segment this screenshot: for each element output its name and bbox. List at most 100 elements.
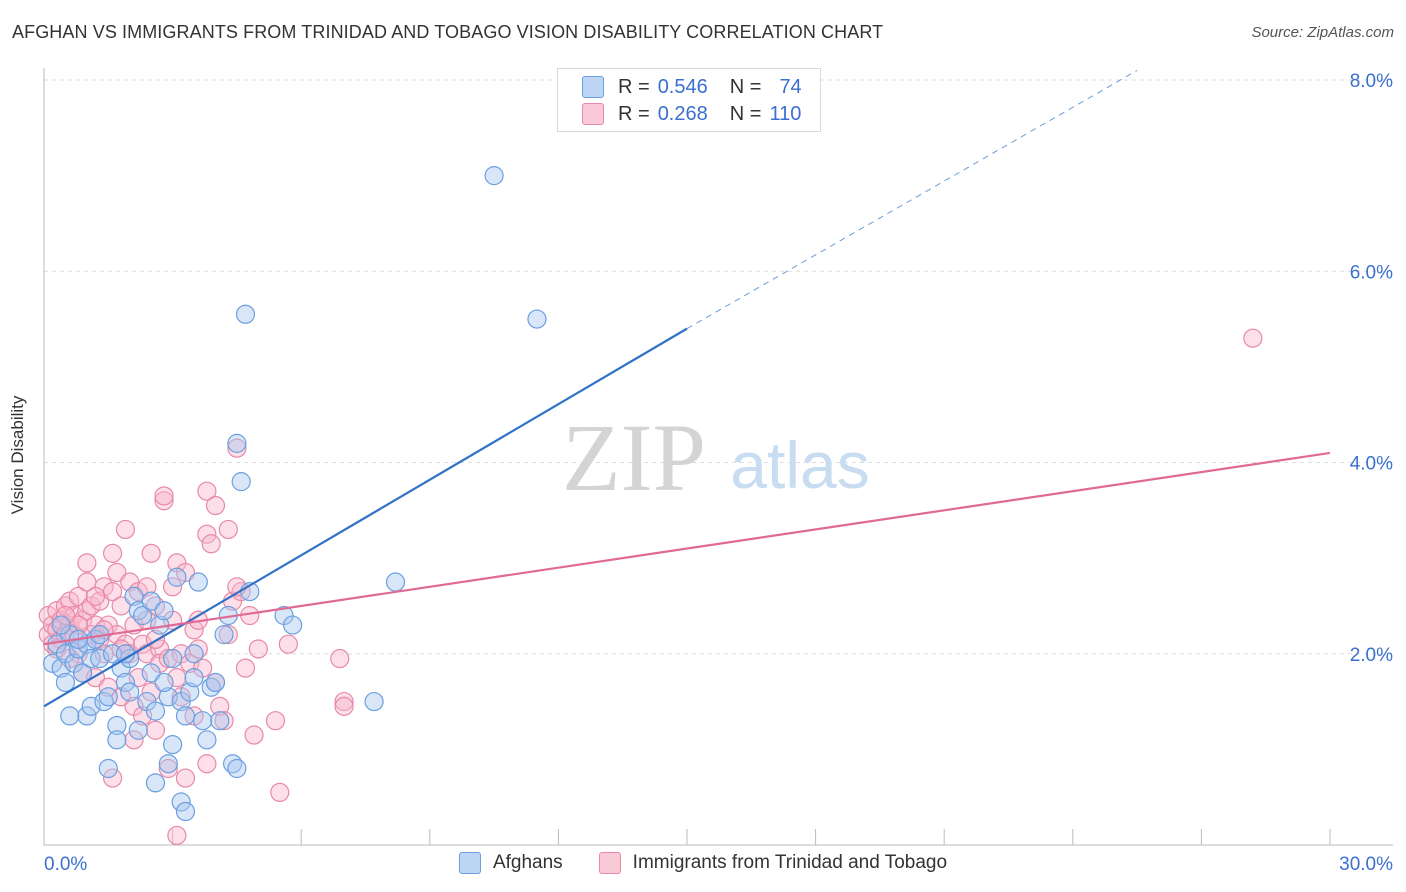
watermark: ZIP atlas xyxy=(562,404,870,511)
source-label: Source: ZipAtlas.com xyxy=(1251,24,1394,41)
trinidad-point-56 xyxy=(158,648,178,669)
trinidad-point-98 xyxy=(175,768,196,788)
y-tick-label-1: 4.0% xyxy=(1350,454,1393,475)
afghans-point-56 xyxy=(364,691,384,712)
watermark-zip: ZIP xyxy=(562,404,706,511)
afghans-point-55 xyxy=(283,615,303,635)
afghans-point-62 xyxy=(145,773,166,793)
afghans-point-13 xyxy=(81,696,101,716)
trinidad-point-46 xyxy=(137,577,157,597)
x-tick-labels: 0.0% 30.0% xyxy=(44,854,1393,875)
legend-row-trinidad: R = 0.268 N = 110 xyxy=(582,102,801,126)
afghans-point-28 xyxy=(141,591,161,611)
legend-r-value: 0.268 xyxy=(657,102,708,125)
afghans-point-40 xyxy=(184,668,204,688)
trinidad-point-109 xyxy=(1243,328,1263,348)
trinidad-point-75 xyxy=(214,711,234,731)
afghans-point-16 xyxy=(98,687,118,707)
trinidad-point-79 xyxy=(227,438,247,458)
afghans-point-8 xyxy=(72,663,93,683)
trinidad-point-14 xyxy=(68,586,88,606)
afghans-point-18 xyxy=(107,715,127,736)
legend-label-trinidad: Immigrants from Trinidad and Tobago xyxy=(632,852,948,873)
trinidad-point-72 xyxy=(205,495,226,516)
afghans-point-47 xyxy=(214,625,234,645)
afghans-point-34 xyxy=(163,648,183,669)
trinidad-point-85 xyxy=(265,711,286,731)
chart-title: AFGHAN VS IMMIGRANTS FROM TRINIDAD AND T… xyxy=(12,22,884,42)
legend-item-afghans: Afghans xyxy=(458,852,563,874)
trinidad-point-54 xyxy=(154,491,174,511)
y-tick-label-2: 6.0% xyxy=(1350,262,1393,283)
trinidad-point-93 xyxy=(77,553,97,573)
afghans-point-70 xyxy=(158,754,178,774)
trinidad-point-42 xyxy=(128,668,148,688)
trinidad-point-74 xyxy=(210,696,230,716)
trinidad-point-76 xyxy=(218,519,238,540)
legend-n-value: 110 xyxy=(769,102,802,125)
trinidad-point-32 xyxy=(107,562,127,583)
trinidad-point-55 xyxy=(154,486,174,506)
watermark-atlas: atlas xyxy=(730,428,869,502)
legend-r-value: 0.546 xyxy=(657,75,708,98)
legend-swatch-trinidad xyxy=(582,103,604,125)
axes xyxy=(43,68,1393,846)
afghans-point-51 xyxy=(231,472,251,492)
trinidad-trend-line xyxy=(43,451,1331,646)
afghans-point-14 xyxy=(90,648,110,669)
trinidad-point-37 xyxy=(115,519,136,540)
trinidad-point-90 xyxy=(334,696,354,716)
legend-r-label: R = xyxy=(618,75,650,98)
afghans-trend-line xyxy=(43,327,688,708)
series-legend: Afghans Immigrants from Trinidad and Tob… xyxy=(0,852,1406,874)
trinidad-point-97 xyxy=(158,758,178,779)
afghans-point-57 xyxy=(385,572,406,592)
correlation-legend: R = 0.546 N = 74 R = 0.268 N = 110 xyxy=(557,68,821,132)
afghans-point-63 xyxy=(227,433,247,453)
afghans-point-2 xyxy=(51,658,71,678)
afghans-point-60 xyxy=(171,792,191,812)
legend-swatch-afghans xyxy=(458,852,481,874)
y-tick-label-0: 2.0% xyxy=(1350,645,1393,666)
afghans-point-32 xyxy=(154,601,174,621)
afghans-point-21 xyxy=(115,672,136,693)
afghans-point-41 xyxy=(188,572,208,592)
afghans-point-61 xyxy=(175,801,196,822)
trend-lines xyxy=(43,70,1331,708)
afghans-point-38 xyxy=(175,706,196,726)
trinidad-point-81 xyxy=(235,658,256,678)
trinidad-point-84 xyxy=(248,639,268,659)
trinidad-point-69 xyxy=(197,524,217,544)
afghans-point-71 xyxy=(98,758,118,779)
x-tick-label-0: 0.0% xyxy=(44,854,87,875)
afghans-point-4 xyxy=(55,672,76,693)
afghans-point-33 xyxy=(158,687,178,707)
trinidad-point-51 xyxy=(145,720,166,740)
legend-row-afghans: R = 0.546 N = 74 xyxy=(582,75,802,99)
afghans-point-68 xyxy=(128,720,148,740)
afghans-point-69 xyxy=(184,644,204,664)
trinidad-point-95 xyxy=(102,768,123,788)
afghans-point-19 xyxy=(107,730,127,750)
trinidad-point-48 xyxy=(141,543,161,563)
afghans-point-26 xyxy=(132,605,153,626)
series-afghans-points xyxy=(42,166,547,822)
afghans-point-58 xyxy=(484,166,504,186)
trinidad-point-86 xyxy=(270,782,290,803)
y-tick-labels: 2.0% 4.0% 6.0% 8.0% xyxy=(1350,71,1393,666)
afghans-point-52 xyxy=(235,304,256,324)
trinidad-point-88 xyxy=(330,648,350,669)
afghans-point-50 xyxy=(227,758,247,779)
trinidad-point-70 xyxy=(197,481,217,501)
afghans-trend-extension xyxy=(686,70,1138,330)
legend-n-label: N = xyxy=(729,102,762,125)
trinidad-point-96 xyxy=(124,730,144,750)
trinidad-point-31 xyxy=(102,543,123,563)
trinidad-point-89 xyxy=(334,691,354,712)
afghans-point-72 xyxy=(51,615,71,635)
afghans-point-43 xyxy=(197,730,217,750)
afghans-point-30 xyxy=(145,701,166,721)
trinidad-point-60 xyxy=(167,668,187,688)
afghans-point-73 xyxy=(154,672,174,693)
